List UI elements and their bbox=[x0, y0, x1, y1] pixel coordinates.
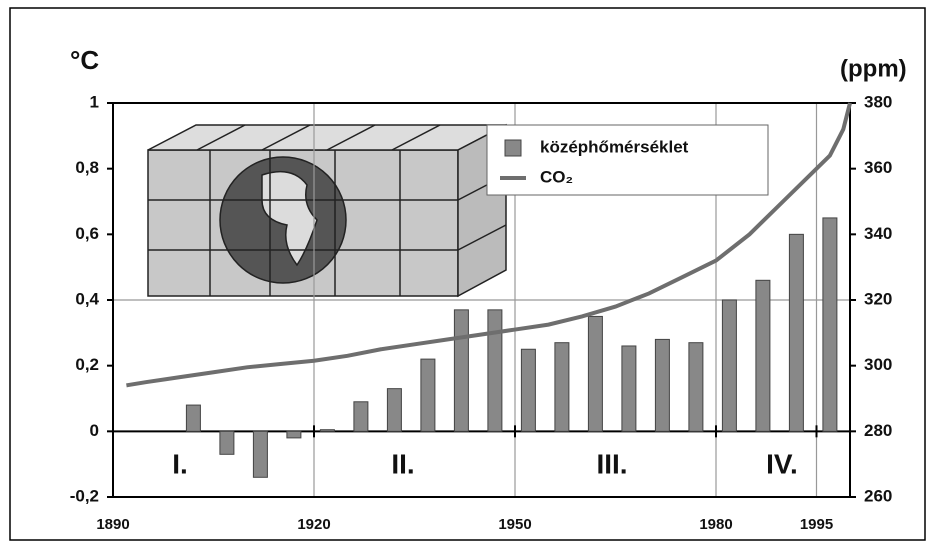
period-label: III. bbox=[596, 448, 627, 479]
bar bbox=[252, 430, 268, 478]
legend-swatch bbox=[504, 139, 522, 157]
y-tick-label: -0,2 bbox=[70, 486, 99, 505]
legend-label: középhőmérséklet bbox=[540, 137, 689, 156]
period-label: II. bbox=[391, 448, 414, 479]
plot-border bbox=[112, 102, 851, 498]
y2-tick-label: 300 bbox=[864, 355, 892, 374]
bar bbox=[520, 348, 536, 432]
bar bbox=[554, 342, 570, 432]
bar bbox=[420, 358, 436, 432]
line bbox=[126, 102, 852, 388]
x-tick-label: 1980 bbox=[699, 516, 732, 533]
bar bbox=[721, 299, 737, 432]
bar bbox=[219, 430, 235, 455]
y-tick-label: 0,2 bbox=[75, 355, 99, 374]
y2-tick-label: 260 bbox=[864, 486, 892, 505]
bar bbox=[319, 429, 335, 432]
y2-tick-label: 340 bbox=[864, 224, 892, 243]
bar bbox=[822, 217, 838, 432]
bar bbox=[755, 279, 771, 432]
y2-tick-label: 320 bbox=[864, 289, 892, 308]
legend-box bbox=[486, 124, 769, 196]
y2-tick-label: 280 bbox=[864, 421, 892, 440]
y-tick-label: 1 bbox=[90, 92, 99, 111]
x-tick-label: 1890 bbox=[96, 516, 129, 533]
globe-illustration bbox=[147, 123, 507, 298]
y-tick-label: 0 bbox=[90, 421, 99, 440]
y2-axis-label: (ppm) bbox=[840, 55, 907, 82]
period-label: I. bbox=[172, 448, 188, 479]
bar bbox=[587, 315, 603, 432]
bar bbox=[353, 401, 369, 432]
x-tick-label: 1920 bbox=[297, 516, 330, 533]
legend-label: CO₂ bbox=[540, 167, 573, 186]
y2-tick-label: 380 bbox=[864, 92, 892, 111]
y-tick-label: 0,4 bbox=[75, 289, 99, 308]
bar bbox=[788, 233, 804, 432]
bar bbox=[487, 309, 503, 432]
x-tick-label: 1950 bbox=[498, 516, 531, 533]
bar bbox=[688, 342, 704, 432]
y-tick-label: 0,6 bbox=[75, 224, 99, 243]
bar bbox=[621, 345, 637, 432]
bar bbox=[453, 309, 469, 432]
x-tick-label: 1995 bbox=[800, 516, 833, 533]
y-axis-label: °C bbox=[70, 45, 99, 75]
bar bbox=[185, 404, 201, 432]
bar bbox=[286, 430, 302, 439]
bar bbox=[386, 388, 402, 432]
period-label: IV. bbox=[766, 448, 798, 479]
y2-tick-label: 360 bbox=[864, 158, 892, 177]
bar bbox=[654, 338, 670, 432]
y-tick-label: 0,8 bbox=[75, 158, 99, 177]
